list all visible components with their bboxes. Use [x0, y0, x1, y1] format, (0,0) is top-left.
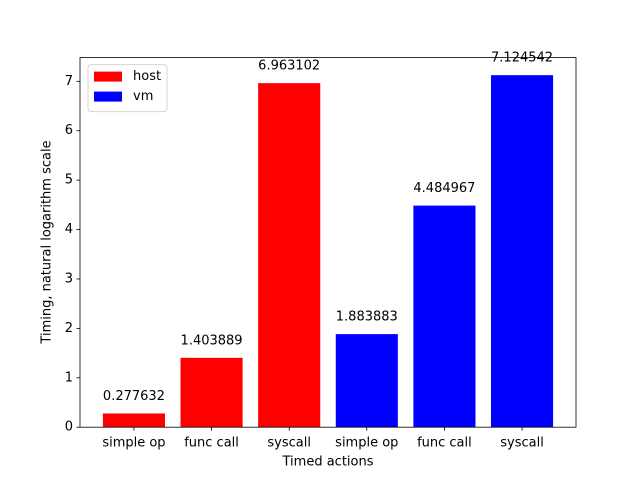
- y-tick-label: 4: [65, 222, 73, 237]
- value-label: 0.277632: [103, 389, 165, 404]
- y-tick-label: 6: [65, 123, 73, 138]
- bar: [491, 75, 554, 428]
- bar: [413, 205, 476, 428]
- axes-frame: [79, 57, 577, 428]
- legend-swatch: [94, 71, 122, 82]
- y-tick-label: 5: [65, 173, 73, 188]
- bar: [102, 413, 165, 428]
- legend-label: vm: [133, 89, 153, 104]
- legend-label: host: [133, 69, 161, 84]
- x-tick-label: func call: [417, 436, 472, 451]
- y-tick-label: 3: [65, 271, 73, 286]
- y-tick-label: 2: [65, 321, 73, 336]
- value-label: 7.124542: [491, 51, 553, 66]
- x-tick-label: syscall: [500, 436, 544, 451]
- value-label: 1.403889: [181, 333, 243, 348]
- y-tick-label: 0: [65, 420, 73, 435]
- y-axis-label: Timing, natural logarithm scale: [40, 140, 55, 344]
- y-tick-label: 7: [65, 74, 73, 89]
- x-tick-label: func call: [184, 436, 239, 451]
- legend-swatch: [94, 91, 122, 102]
- value-label: 1.883883: [336, 310, 398, 325]
- y-tick-label: 1: [65, 370, 73, 385]
- bar: [258, 83, 321, 428]
- x-axis-label: Timed actions: [282, 455, 374, 470]
- bar: [335, 334, 398, 428]
- bar: [180, 357, 243, 428]
- value-label: 4.484967: [413, 181, 475, 196]
- value-label: 6.963102: [258, 59, 320, 74]
- x-tick-label: syscall: [267, 436, 311, 451]
- x-tick-label: simple op: [335, 436, 398, 451]
- x-tick-label: simple op: [102, 436, 165, 451]
